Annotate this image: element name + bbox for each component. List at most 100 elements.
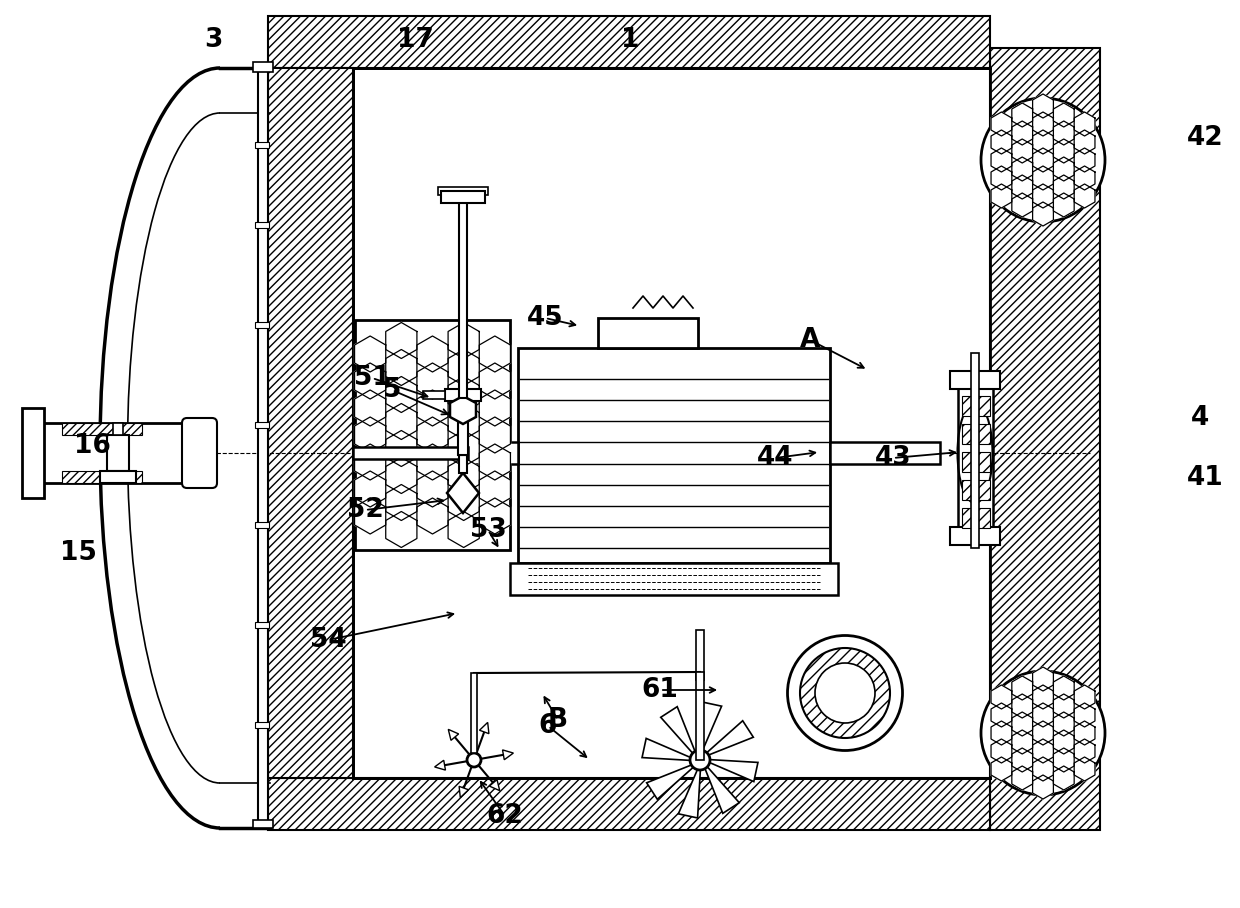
Text: 4: 4 xyxy=(1190,405,1209,431)
Polygon shape xyxy=(1054,766,1074,790)
Polygon shape xyxy=(661,706,694,754)
Polygon shape xyxy=(1054,121,1074,145)
Polygon shape xyxy=(991,184,1012,208)
Polygon shape xyxy=(1074,166,1095,190)
Polygon shape xyxy=(1012,157,1033,181)
Bar xyxy=(268,16,990,68)
Bar xyxy=(100,471,136,483)
Polygon shape xyxy=(706,766,739,814)
Text: 17: 17 xyxy=(397,27,434,53)
Polygon shape xyxy=(386,403,417,439)
Polygon shape xyxy=(449,729,459,740)
Bar xyxy=(518,348,830,563)
Polygon shape xyxy=(1054,694,1074,718)
Bar xyxy=(255,622,269,628)
Bar xyxy=(253,62,273,72)
Polygon shape xyxy=(480,498,511,534)
Bar xyxy=(255,522,269,528)
Text: 51: 51 xyxy=(353,365,391,391)
Bar xyxy=(458,420,467,455)
Bar xyxy=(62,471,143,483)
Bar xyxy=(459,455,467,473)
Polygon shape xyxy=(1033,148,1054,172)
Bar xyxy=(441,191,485,203)
Polygon shape xyxy=(480,723,489,734)
Bar xyxy=(353,447,467,459)
Ellipse shape xyxy=(981,671,1105,795)
Polygon shape xyxy=(386,458,417,494)
Bar xyxy=(353,68,990,778)
Polygon shape xyxy=(386,511,417,548)
Polygon shape xyxy=(480,444,511,480)
Text: B: B xyxy=(548,707,568,733)
Polygon shape xyxy=(480,390,511,426)
Bar xyxy=(990,48,1100,830)
Text: 52: 52 xyxy=(347,497,383,523)
Bar xyxy=(445,389,481,401)
Polygon shape xyxy=(1033,94,1054,118)
Polygon shape xyxy=(991,757,1012,781)
Polygon shape xyxy=(1033,667,1054,691)
Polygon shape xyxy=(448,430,480,467)
Text: 45: 45 xyxy=(527,305,563,331)
Ellipse shape xyxy=(981,98,1105,222)
Polygon shape xyxy=(991,703,1012,727)
Polygon shape xyxy=(448,511,480,548)
Polygon shape xyxy=(1054,748,1074,772)
Bar xyxy=(959,371,993,533)
Bar xyxy=(268,68,353,778)
Polygon shape xyxy=(1074,685,1095,709)
Polygon shape xyxy=(1033,202,1054,226)
Polygon shape xyxy=(417,417,448,453)
Polygon shape xyxy=(480,417,511,453)
Polygon shape xyxy=(1033,757,1054,781)
Bar xyxy=(470,442,518,464)
Polygon shape xyxy=(355,336,386,372)
Polygon shape xyxy=(1033,166,1054,190)
Bar xyxy=(830,442,940,464)
Text: 16: 16 xyxy=(73,433,110,459)
Polygon shape xyxy=(1054,193,1074,217)
Text: 44: 44 xyxy=(756,445,794,471)
Bar xyxy=(510,563,838,595)
Polygon shape xyxy=(991,166,1012,190)
Bar xyxy=(971,353,980,548)
Polygon shape xyxy=(1033,703,1054,727)
Text: 15: 15 xyxy=(60,540,97,566)
Text: 1: 1 xyxy=(621,27,640,53)
Bar xyxy=(62,423,143,435)
Polygon shape xyxy=(490,780,500,791)
Bar xyxy=(598,318,698,348)
Text: 54: 54 xyxy=(310,627,346,653)
Bar xyxy=(42,423,187,483)
Bar xyxy=(268,778,990,830)
Polygon shape xyxy=(1054,175,1074,199)
Bar xyxy=(950,371,999,389)
Polygon shape xyxy=(448,403,480,439)
Ellipse shape xyxy=(800,648,890,738)
Polygon shape xyxy=(1012,730,1033,754)
Bar xyxy=(423,391,445,399)
FancyBboxPatch shape xyxy=(182,418,217,488)
Polygon shape xyxy=(707,721,754,755)
Polygon shape xyxy=(386,350,417,386)
Polygon shape xyxy=(1012,766,1033,790)
Polygon shape xyxy=(1054,730,1074,754)
Polygon shape xyxy=(446,473,479,513)
Polygon shape xyxy=(1054,157,1074,181)
Polygon shape xyxy=(448,485,480,520)
Text: 41: 41 xyxy=(1187,465,1224,491)
Ellipse shape xyxy=(787,636,903,751)
Polygon shape xyxy=(647,765,693,799)
Polygon shape xyxy=(1054,676,1074,700)
Polygon shape xyxy=(991,721,1012,745)
Text: 43: 43 xyxy=(874,445,911,471)
Bar xyxy=(22,408,43,498)
Polygon shape xyxy=(459,786,469,797)
Polygon shape xyxy=(1074,148,1095,172)
Circle shape xyxy=(467,753,481,767)
Polygon shape xyxy=(1074,757,1095,781)
Polygon shape xyxy=(386,485,417,520)
Polygon shape xyxy=(1012,676,1033,700)
Bar xyxy=(255,222,269,228)
